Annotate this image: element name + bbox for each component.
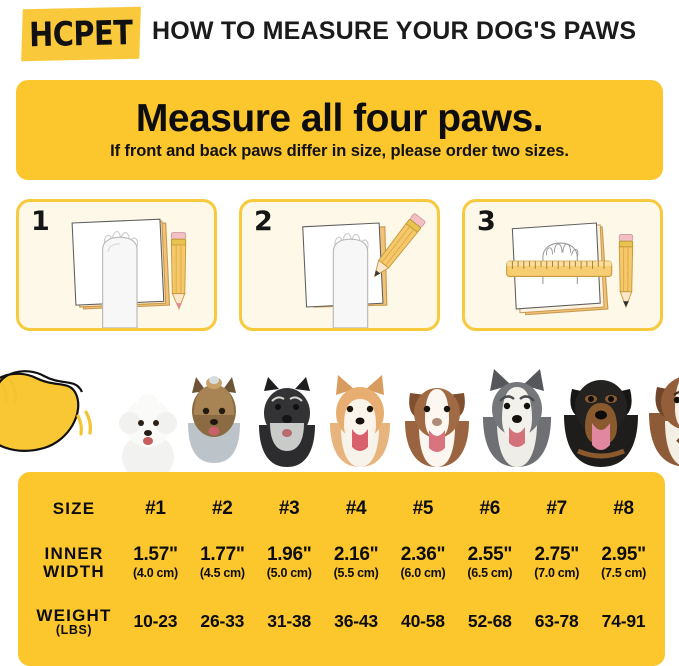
dog-yorkshire-terrier — [188, 376, 240, 463]
cell-size-5: #5 — [412, 497, 434, 519]
cell-width-cm-2: (4.5 cm) — [199, 566, 245, 581]
cell-width-4: 2.16" (5.5 cm) — [323, 544, 390, 581]
cell-weight-6: 52-68 — [467, 611, 512, 632]
cell-weight-4: 36-43 — [334, 611, 378, 632]
row-label-inner: INNER — [44, 544, 104, 564]
cell-size-6: #6 — [479, 497, 501, 519]
table-row-size: SIZE #1 #2 #3 #4 #5 #6 #7 #8 — [26, 486, 657, 532]
banner-headline: Measure all four paws. — [135, 97, 544, 140]
cell-weight-7: 63-78 — [534, 611, 579, 632]
cell-width-in-4: 2.16" — [333, 544, 379, 566]
row-label-width: WIDTH — [43, 562, 105, 581]
cell-width-cm-3: (5.0 cm) — [266, 566, 312, 581]
row-label-inner-width: INNER WIDTH — [26, 545, 122, 581]
step-number-2: 2 — [254, 206, 273, 237]
cell-width-2: 1.77" (4.5 cm) — [189, 544, 256, 581]
brand-logo-text: HCPET — [28, 13, 134, 55]
dog-breeds-strip — [0, 352, 679, 477]
cell-width-in-3: 1.96" — [266, 544, 312, 566]
cell-weight-8: 74-91 — [601, 611, 646, 632]
step-card-1: 1 — [16, 199, 217, 331]
page-header: HCPET HOW TO MEASURE YOUR DOG'S PAWS — [0, 0, 679, 72]
step-number-1: 1 — [31, 206, 50, 237]
dog-rottweiler — [564, 380, 638, 467]
cell-weight-3: 31-38 — [267, 611, 312, 632]
steps-row: 1 — [16, 199, 663, 331]
cell-width-in-7: 2.75" — [534, 544, 579, 566]
cell-size-4: #4 — [345, 497, 367, 519]
cell-width-in-5: 2.36" — [400, 544, 446, 566]
cell-width-3: 1.96" (5.0 cm) — [256, 544, 323, 581]
trace-paw-outline-icon — [302, 213, 426, 328]
cell-size-7: #7 — [546, 497, 568, 519]
step-card-2: 2 — [239, 199, 440, 331]
dog-saint-bernard — [649, 377, 679, 467]
ruler-measure-icon — [506, 222, 634, 316]
cell-size-2: #2 — [211, 497, 233, 519]
cell-weight-1: 10-23 — [133, 611, 178, 632]
dog-bichon-frise — [119, 394, 177, 477]
cell-weight-5: 40-58 — [401, 611, 445, 632]
cell-width-cm-6: (6.5 cm) — [467, 566, 513, 581]
cell-width-in-2: 1.77" — [200, 544, 245, 566]
table-row-inner-width: INNER WIDTH 1.57" (4.0 cm) 1.77" (4.5 cm… — [26, 532, 657, 594]
cell-width-cm-8: (7.5 cm) — [601, 566, 646, 581]
cell-weight-2: 26-33 — [200, 611, 245, 632]
dog-shiba-inu — [330, 375, 390, 467]
row-label-weight-text: WEIGHT — [36, 605, 112, 625]
dog-australian-shepherd — [405, 388, 469, 467]
cell-width-8: 2.95" (7.5 cm) — [590, 544, 657, 581]
cell-size-1: #1 — [145, 497, 166, 519]
headline-banner: Measure all four paws. If front and back… — [16, 80, 663, 180]
cell-size-8: #8 — [613, 497, 634, 519]
cell-width-6: 2.55" (6.5 cm) — [456, 544, 523, 581]
cell-size-3: #3 — [278, 497, 300, 519]
cell-width-cm-7: (7.0 cm) — [534, 566, 580, 581]
cell-width-in-1: 1.57" — [133, 544, 178, 566]
cell-width-1: 1.57" (4.0 cm) — [122, 544, 189, 581]
table-row-weight: WEIGHT (LBS) 10-23 26-33 31-38 36-43 40-… — [26, 594, 657, 650]
cell-width-5: 2.36" (6.0 cm) — [390, 544, 457, 581]
row-label-size: SIZE — [26, 500, 122, 518]
row-label-weight: WEIGHT (LBS) — [26, 605, 122, 638]
step-number-3: 3 — [477, 206, 496, 237]
cell-width-cm-5: (6.0 cm) — [400, 566, 446, 581]
dog-schnauzer — [259, 377, 315, 467]
banner-subtext: If front and back paws differ in size, p… — [110, 142, 569, 160]
step-card-3: 3 — [462, 199, 663, 331]
blob-icon — [0, 370, 92, 452]
page-title: HOW TO MEASURE YOUR DOG'S PAWS — [152, 17, 637, 45]
cell-width-7: 2.75" (7.0 cm) — [523, 544, 590, 581]
cell-width-cm-4: (5.5 cm) — [333, 566, 379, 581]
brand-logo-badge: HCPET — [21, 6, 141, 62]
yellow-blob-decoration — [0, 360, 102, 464]
cell-width-cm-1: (4.0 cm) — [133, 566, 178, 581]
dog-photo-row — [110, 352, 679, 477]
size-chart-table: SIZE #1 #2 #3 #4 #5 #6 #7 #8 INNER WIDTH… — [18, 472, 665, 666]
cell-width-in-6: 2.55" — [467, 544, 513, 566]
dog-alaskan-malamute — [483, 369, 551, 467]
row-label-size-text: SIZE — [52, 499, 96, 519]
paw-on-paper-icon — [71, 218, 187, 328]
row-label-weight-unit: (LBS) — [55, 623, 93, 638]
cell-width-in-8: 2.95" — [601, 544, 646, 566]
